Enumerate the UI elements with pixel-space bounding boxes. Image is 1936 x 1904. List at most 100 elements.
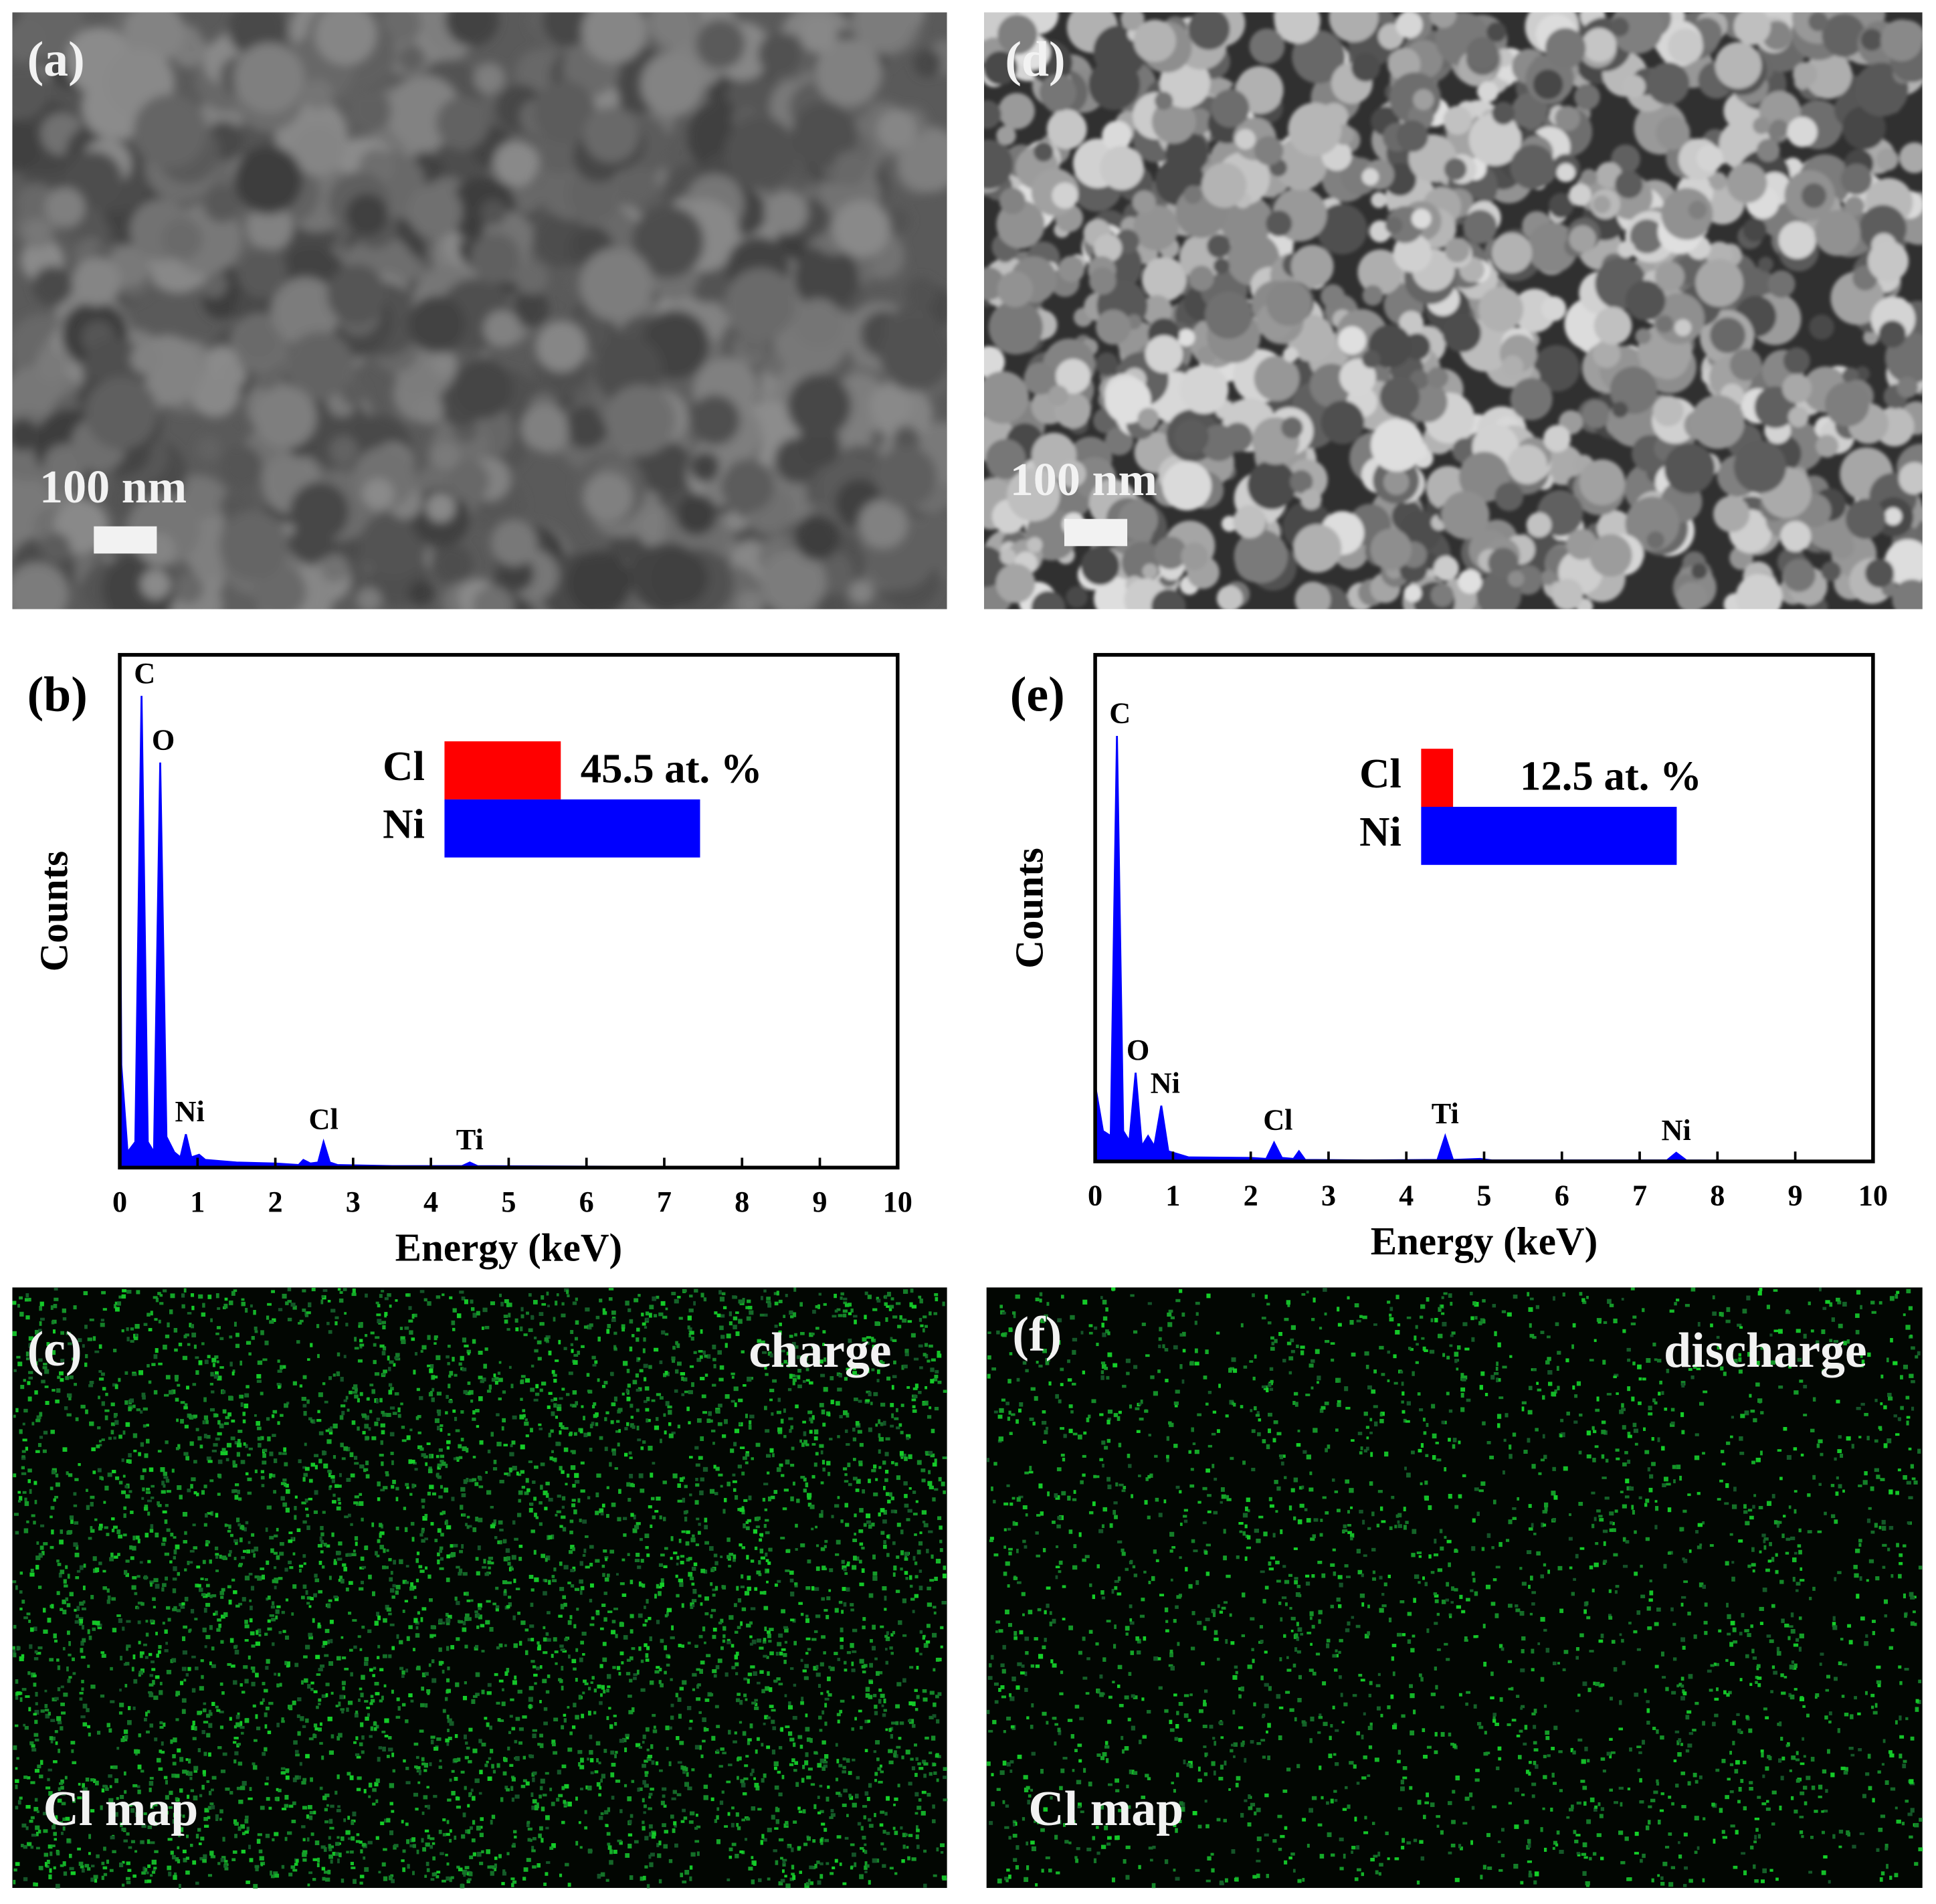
cl-dot <box>940 1626 944 1630</box>
cl-dot <box>151 1871 156 1874</box>
cl-dot <box>359 1648 363 1651</box>
cl-dot <box>219 1682 223 1686</box>
cl-dot <box>880 1422 884 1426</box>
cl-dot <box>380 1821 385 1826</box>
particle <box>1444 158 1467 181</box>
cl-dot <box>79 1691 84 1695</box>
cl-dot <box>571 1450 576 1454</box>
cl-dot <box>153 1867 157 1870</box>
cl-dot <box>697 1683 701 1687</box>
cl-dot <box>902 1844 906 1849</box>
cl-dot <box>397 1407 401 1413</box>
cl-dot <box>84 1325 88 1329</box>
cl-dot <box>688 1308 694 1313</box>
cl-dot <box>571 1499 576 1502</box>
cl-dot <box>258 1849 263 1854</box>
cl-dot <box>714 1819 717 1823</box>
cl-dot <box>215 1569 219 1572</box>
cl-dot <box>305 1718 309 1723</box>
cl-dot <box>641 1313 644 1317</box>
cl-dot <box>278 1577 283 1580</box>
cl-dot <box>55 1482 60 1487</box>
cl-dot <box>125 1877 130 1881</box>
cl-dot <box>491 1764 494 1769</box>
cl-dot <box>931 1554 934 1559</box>
cl-dot <box>254 1330 258 1333</box>
cl-dot <box>603 1592 607 1596</box>
cl-dot <box>652 1515 656 1519</box>
cl-dot <box>929 1406 932 1410</box>
cl-dot <box>328 1818 333 1824</box>
cl-dot <box>165 1479 170 1483</box>
cl-dot <box>126 1327 129 1331</box>
cl-dot <box>724 1394 730 1399</box>
cl-dot <box>129 1398 134 1403</box>
cl-dot <box>310 1777 313 1782</box>
cl-dot <box>518 1490 523 1495</box>
cl-dot <box>771 1749 776 1755</box>
cl-dot <box>309 1810 314 1815</box>
cl-dot <box>347 1408 350 1412</box>
cl-dot <box>936 1719 940 1724</box>
cl-dot <box>189 1549 195 1553</box>
cl-dot <box>768 1640 772 1643</box>
cl-dot <box>916 1828 920 1832</box>
cl-dot <box>76 1569 81 1573</box>
cl-dot <box>700 1329 703 1334</box>
cl-dot <box>180 1606 185 1609</box>
cl-dot <box>905 1749 910 1755</box>
cl-dot <box>294 1515 297 1520</box>
cl-dot <box>815 1544 819 1547</box>
cl-dot <box>789 1737 795 1742</box>
cl-dot <box>305 1507 309 1511</box>
cl-dot <box>892 1339 897 1342</box>
cl-dot <box>387 1293 391 1297</box>
cl-dot <box>829 1438 833 1441</box>
particle <box>432 442 460 470</box>
cl-dot <box>577 1498 581 1503</box>
cl-dot <box>423 1795 428 1800</box>
cl-dot <box>803 1842 808 1846</box>
cl-dot <box>608 1707 611 1710</box>
cl-dot <box>163 1289 167 1293</box>
cl-dot <box>172 1762 177 1766</box>
particle <box>23 218 51 245</box>
cl-dot <box>277 1421 280 1425</box>
cl-dot <box>604 1417 607 1422</box>
cl-dot <box>916 1666 919 1670</box>
cl-dot <box>320 1532 324 1537</box>
cl-dot <box>579 1428 583 1434</box>
cl-dot <box>251 1336 255 1340</box>
cl-dot <box>699 1355 703 1359</box>
cl-dot <box>294 1662 299 1667</box>
cl-dot <box>640 1489 645 1493</box>
particle <box>1494 482 1524 511</box>
cl-dot <box>184 1403 188 1407</box>
cl-dot <box>467 1829 471 1834</box>
cl-dot <box>733 1316 738 1321</box>
cl-dot <box>421 1687 425 1691</box>
cl-dot <box>308 1871 313 1875</box>
cl-dot <box>459 1291 464 1294</box>
cl-dot <box>551 1411 555 1416</box>
cl-dot <box>17 1361 23 1367</box>
cl-dot <box>13 1652 17 1658</box>
cl-dot <box>37 1442 42 1447</box>
cl-dot <box>656 1295 660 1299</box>
cl-dot <box>764 1626 767 1632</box>
cl-dot <box>382 1325 386 1330</box>
cl-dot <box>273 1490 277 1494</box>
cl-dot <box>328 1750 334 1755</box>
cl-dot <box>802 1809 806 1814</box>
cl-dot <box>624 1427 628 1431</box>
cl-dot <box>897 1325 902 1329</box>
cl-dot <box>448 1400 453 1403</box>
cl-dot <box>912 1513 918 1516</box>
cl-dot <box>570 1329 574 1334</box>
cl-dot <box>79 1601 84 1606</box>
cl-dot <box>651 1760 655 1765</box>
cl-dot <box>858 1460 863 1464</box>
cl-dot <box>60 1608 64 1612</box>
cl-dot <box>101 1861 105 1865</box>
cl-dot <box>150 1874 153 1877</box>
